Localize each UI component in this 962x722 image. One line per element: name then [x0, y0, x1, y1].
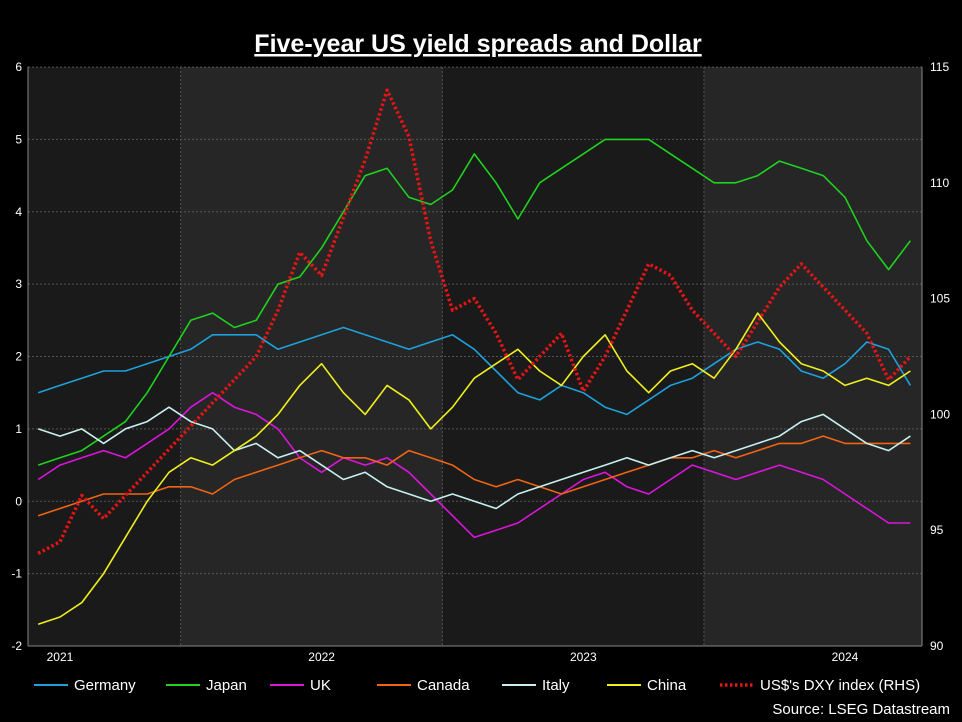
legend-label: UK [310, 677, 331, 694]
left-tick-label: 6 [15, 60, 22, 74]
left-tick-label: -1 [11, 567, 22, 581]
legend-label: Canada [417, 677, 470, 694]
legend-label: Japan [206, 677, 247, 694]
x-tick-label: 2022 [308, 650, 335, 664]
legend-label: US$'s DXY index (RHS) [760, 677, 920, 694]
x-axis: 2021 2022 2023 2024 [28, 645, 922, 664]
legend-label: China [647, 677, 687, 694]
series-line-china [37, 312, 911, 626]
right-tick-label: 115 [930, 60, 949, 74]
legend: Germany Japan UK Canada Italy China US$'s DXY … [34, 677, 920, 694]
right-tick-label: 110 [930, 176, 949, 190]
left-tick-label: 5 [15, 132, 22, 146]
legend-label: Germany [74, 677, 136, 694]
series-line-italy [37, 406, 911, 510]
left-tick-label: 1 [15, 422, 22, 436]
chart-title: Five-year US yield spreads and Dollar [254, 30, 702, 58]
right-tick-label: 105 [930, 292, 950, 306]
left-tick-label: 4 [15, 205, 22, 219]
series-line-germany [37, 326, 912, 416]
series-line-us-s-dxy-index-rhs [37, 88, 912, 555]
left-tick-label: 3 [15, 277, 22, 291]
right-tick-label: 95 [930, 523, 944, 537]
left-tick-label: -2 [11, 639, 22, 653]
left-tick-label: 0 [15, 494, 22, 508]
series-lines [37, 88, 912, 626]
x-tick-label: 2021 [47, 650, 74, 664]
series-line-canada [37, 435, 911, 517]
series-line-uk [37, 391, 911, 539]
legend-label: Italy [542, 677, 570, 694]
right-tick-label: 100 [930, 407, 950, 421]
right-axis: 115 110 105 100 95 90 [921, 60, 950, 653]
left-axis: 6 5 4 3 2 1 0 -1 -2 [11, 60, 29, 653]
left-tick-label: 2 [15, 350, 22, 364]
series-line-japan [37, 138, 912, 466]
source-note: Source: LSEG Datastream [772, 701, 950, 718]
x-tick-label: 2023 [570, 650, 597, 664]
year-band [180, 67, 443, 646]
x-tick-label: 2024 [832, 650, 859, 664]
right-tick-label: 90 [930, 639, 944, 653]
